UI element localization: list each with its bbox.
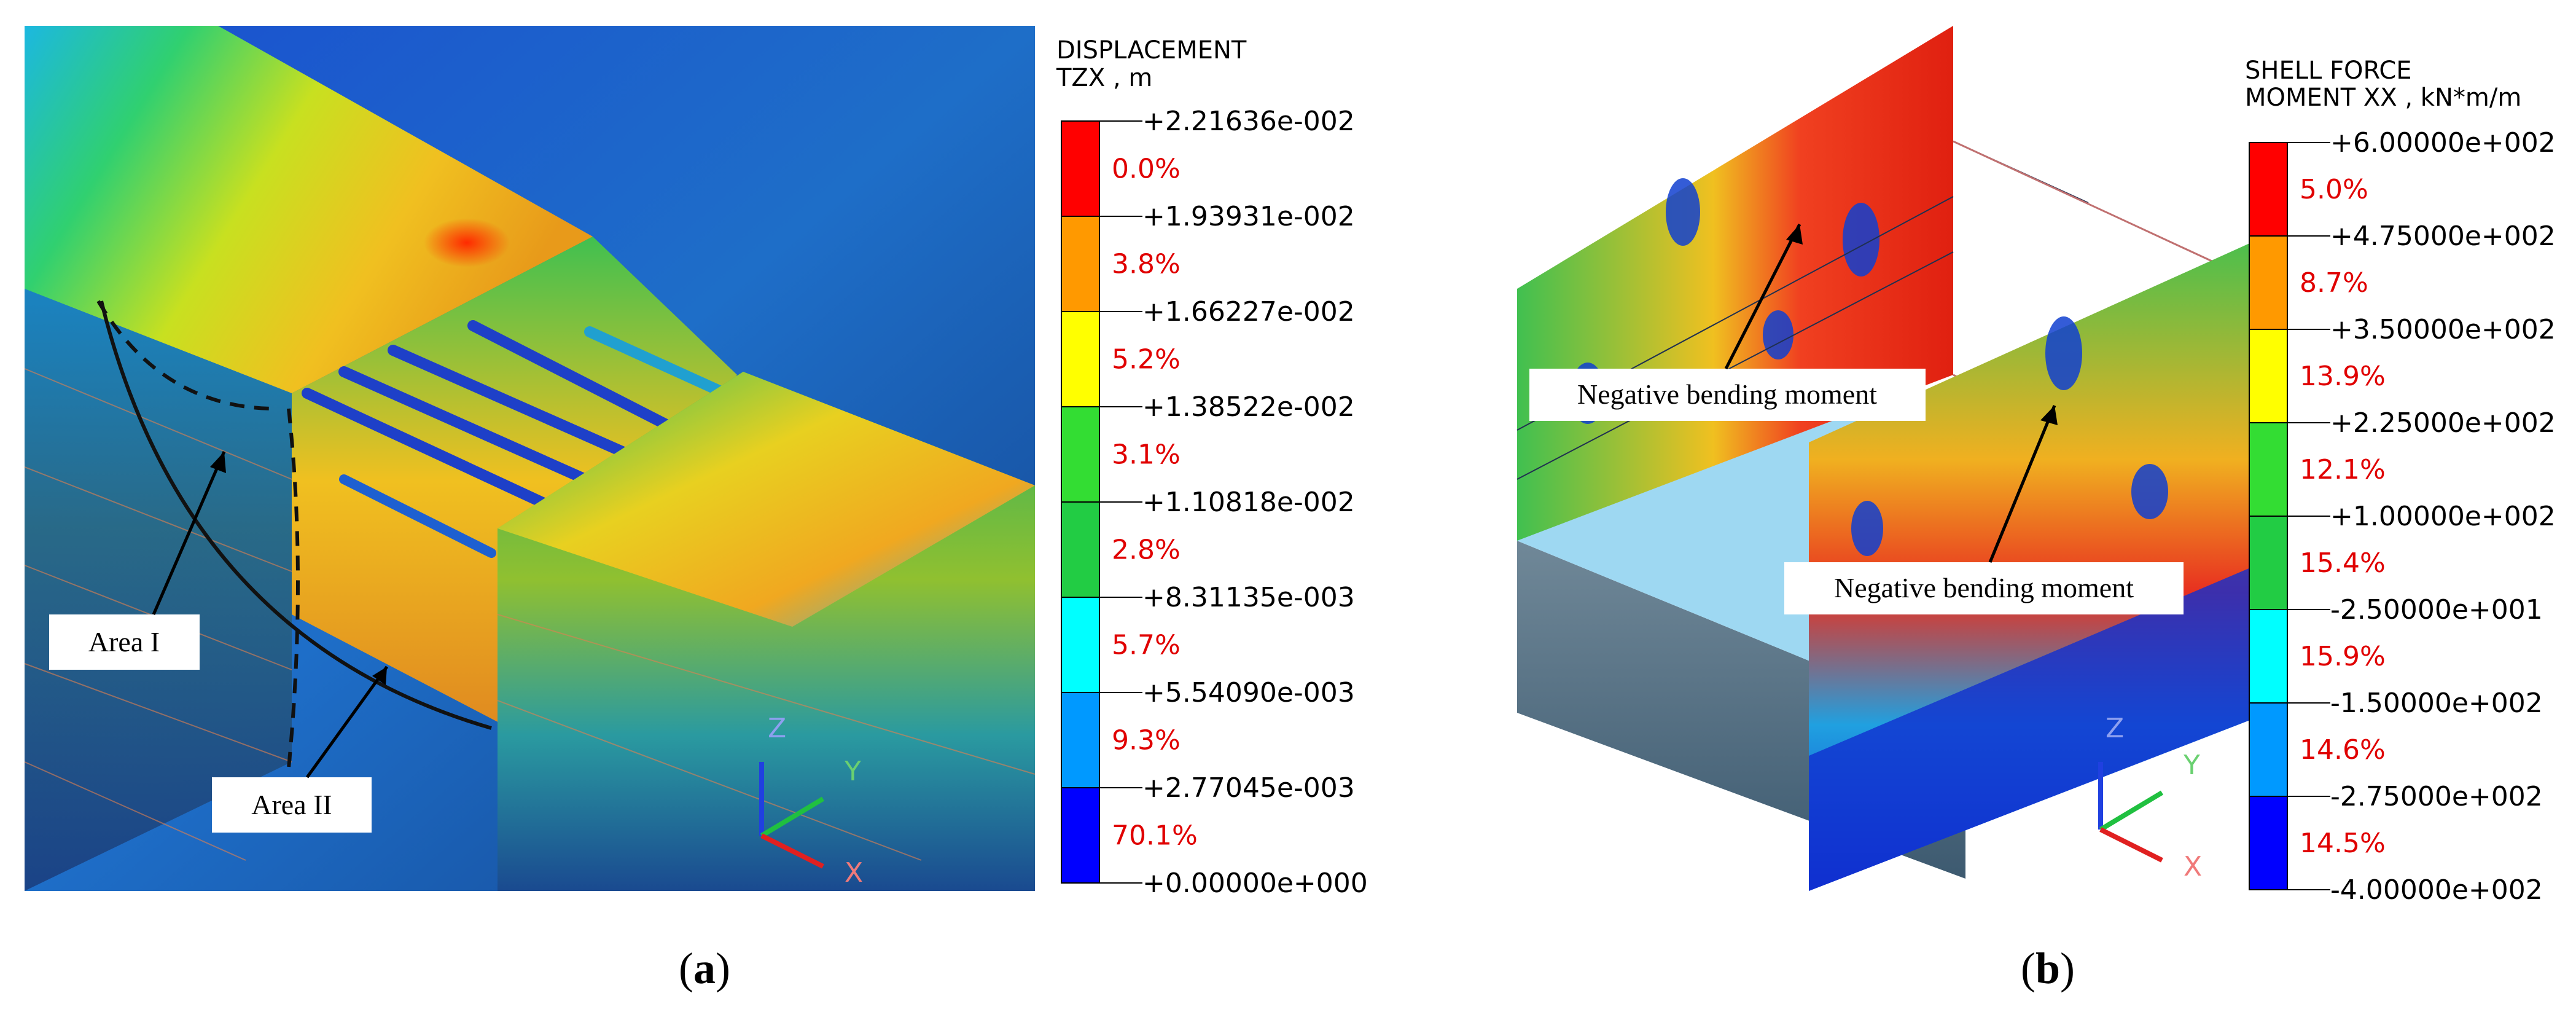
legend-a-value-5: +8.31135e-003: [1142, 582, 1355, 613]
max-displacement-spot: [424, 218, 510, 267]
legend-b-percent-3: 12.1%: [2300, 454, 2386, 485]
front-wall-base-band: [1809, 553, 2285, 891]
legend-b-value-5: -2.50000e+001: [2330, 594, 2543, 626]
svg-text:Z: Z: [2106, 713, 2124, 744]
svg-text:X: X: [2184, 851, 2202, 882]
legend-b: SHELL FORCE MOMENT XX , kN*m/m +6.00000e…: [2245, 57, 2556, 906]
axis-triad: Z Y X: [759, 713, 863, 888]
legend-b-value-4: +1.00000e+002: [2330, 501, 2556, 532]
legend-b-percent-1: 8.7%: [2300, 267, 2368, 299]
svg-text:Area II: Area II: [251, 789, 332, 820]
axis-triad-b: Z Y X: [2098, 713, 2202, 882]
legend-b-percent-2: 13.9%: [2300, 361, 2386, 392]
legend-b-band-1: [2249, 235, 2288, 330]
front-wall-negative-spots: [1851, 316, 2168, 556]
legend-b-value-6: -1.50000e+002: [2330, 688, 2543, 719]
legend-a-percent-7: 70.1%: [1112, 820, 1198, 852]
legend-b-value-0: +6.00000e+002: [2330, 127, 2556, 159]
legend-a-band-0: [1061, 120, 1100, 217]
callout-area2: Area II: [212, 665, 389, 833]
svg-text:Negative bending moment: Negative bending moment: [1577, 379, 1877, 410]
legend-a-band-6: [1061, 692, 1100, 788]
legend-a-percent-0: 0.0%: [1112, 154, 1181, 185]
legend-a-value-3: +1.38522e-002: [1142, 391, 1355, 423]
panel-a-figure: Area I Area II Z Y X DISPLACEMENT TZX , …: [24, 26, 1368, 899]
caption-a: (a): [679, 944, 730, 993]
legend-a-value-4: +1.10818e-002: [1142, 487, 1355, 518]
svg-text:Negative bending moment: Negative bending moment: [1834, 572, 2134, 603]
legend-b-percent-7: 14.5%: [2300, 828, 2386, 859]
legend-b-band-2: [2249, 329, 2288, 423]
legend-b-value-3: +2.25000e+002: [2330, 407, 2556, 439]
callout-negative-moment-1: Negative bending moment: [1529, 223, 1926, 421]
svg-text:Y: Y: [2183, 750, 2200, 781]
legend-a-percent-2: 5.2%: [1112, 344, 1181, 375]
legend-b-percent-5: 15.9%: [2300, 641, 2386, 672]
svg-text:MOMENT XX , kN*m/m: MOMENT XX , kN*m/m: [2245, 84, 2521, 112]
area1-boundary-top: [96, 300, 271, 410]
legend-a-band-3: [1061, 406, 1100, 503]
legend-b-percent-4: 15.4%: [2300, 547, 2386, 579]
svg-text:X: X: [845, 857, 863, 888]
legend-a-value-6: +5.54090e-003: [1142, 677, 1355, 708]
legend-a-value-8: +0.00000e+000: [1142, 868, 1368, 899]
svg-text:TZX , m: TZX , m: [1056, 64, 1152, 92]
svg-text:Area I: Area I: [88, 626, 160, 657]
legend-a-percent-1: 3.8%: [1112, 249, 1181, 280]
svg-text:SHELL FORCE: SHELL FORCE: [2245, 57, 2412, 85]
legend-a: DISPLACEMENT TZX , m +2.21636e-002 +1.939…: [1056, 36, 1368, 899]
legend-a-band-1: [1061, 216, 1100, 312]
left-block-top-face: [25, 26, 593, 393]
callout-area1: Area I: [49, 451, 226, 670]
legend-a-value-2: +1.66227e-002: [1142, 296, 1355, 328]
area2-boundary: [100, 300, 492, 730]
legend-b-band-0: [2249, 142, 2288, 237]
panel-a: Area I Area II Z Y X DISPLACEMENT TZX , …: [24, 26, 1368, 993]
legend-b-band-3: [2249, 422, 2288, 517]
legend-a-value-1: +1.93931e-002: [1142, 201, 1355, 232]
legend-a-value-7: +2.77045e-003: [1142, 772, 1355, 804]
legend-b-labels: +6.00000e+002 +4.75000e+002 +3.50000e+002 +…: [2287, 127, 2556, 906]
legend-b-percent-0: 5.0%: [2300, 174, 2368, 205]
callout-negative-moment-2: Negative bending moment: [1784, 405, 2184, 614]
legend-b-value-2: +3.50000e+002: [2330, 314, 2556, 345]
legend-b-bands: [2249, 142, 2288, 890]
legend-a-labels: +2.21636e-002 +1.93931e-002 +1.66227e-002 +…: [1099, 106, 1368, 899]
legend-a-band-2: [1061, 311, 1100, 407]
caption-b: (b): [2021, 944, 2075, 993]
legend-a-value-0: +2.21636e-002: [1142, 106, 1355, 137]
legend-b-value-7: -2.75000e+002: [2330, 781, 2543, 812]
panel-b: Negative bending moment Negative bending…: [1413, 0, 2576, 1012]
legend-b-value-8: -4.00000e+002: [2330, 874, 2543, 906]
legend-b-percent-6: 14.6%: [2300, 734, 2386, 766]
svg-text:Z: Z: [768, 713, 786, 744]
svg-text:Y: Y: [844, 756, 861, 787]
area1-boundary-side: [287, 408, 300, 769]
legend-b-band-5: [2249, 609, 2288, 704]
legend-a-percent-5: 5.7%: [1112, 630, 1181, 661]
legend-b-band-4: [2249, 516, 2288, 610]
legend-a-percent-4: 2.8%: [1112, 535, 1181, 566]
legend-a-percent-6: 9.3%: [1112, 725, 1181, 756]
legend-a-percent-3: 3.1%: [1112, 439, 1181, 471]
legend-a-bands: [1061, 120, 1100, 884]
soil-layer-lines: [24, 368, 1036, 861]
svg-text:DISPLACEMENT: DISPLACEMENT: [1056, 36, 1247, 65]
legend-b-band-7: [2249, 796, 2288, 890]
legend-b-value-1: +4.75000e+002: [2330, 221, 2556, 252]
legend-a-band-7: [1061, 787, 1100, 884]
legend-b-band-6: [2249, 702, 2288, 797]
right-block-top: [498, 372, 1035, 627]
legend-a-band-5: [1061, 597, 1100, 693]
panel-b-figure: Negative bending moment Negative bending…: [1516, 26, 2556, 906]
left-slope-face: [25, 289, 292, 891]
legend-a-band-4: [1061, 501, 1100, 598]
